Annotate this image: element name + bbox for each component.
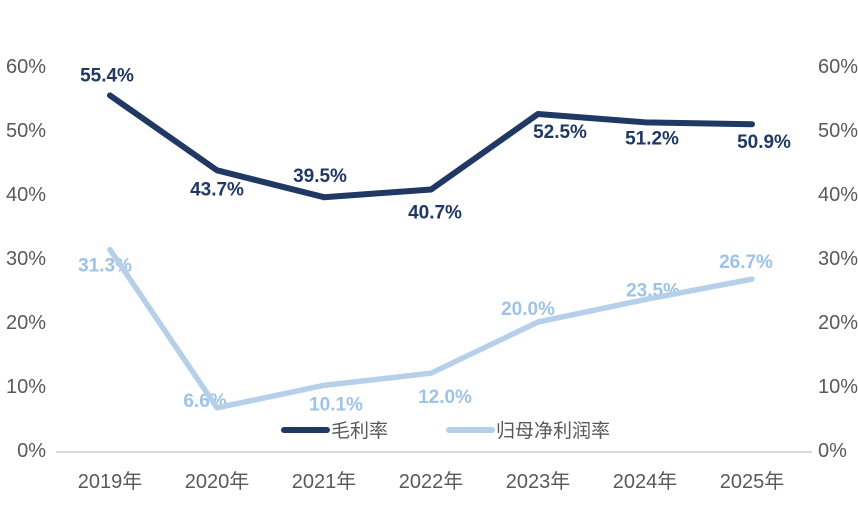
y-axis-right-tick-label: 40% [818,184,858,206]
legend-label-net-margin: 归母净利润率 [496,420,610,442]
net-margin-data-labels: 31.3%6.6% 10.1% 12.0%20.0%23.5%26.7% [78,252,773,415]
net-margin-value-label: 20.0% [501,299,555,320]
x-axis-category-label: 2019年 [78,470,143,493]
y-axis-right-tick-label: 30% [818,248,858,270]
y-axis-right-tick-label: 60% [818,56,858,78]
y-axis-left: 0% 10% 20% 30% 40% 50% 60% [6,56,46,462]
y-axis-right-tick-label: 0% [818,440,847,462]
y-axis-left-tick-label: 10% [6,376,46,398]
gross-margin-value-label: 52.5% [533,122,587,143]
x-axis-labels: 2019年 2020年 2021年 2022年 2023年 2024年 2025年 [78,470,785,493]
x-axis-category-label: 2022年 [399,470,464,493]
gross-margin-data-labels: 55.4% 43.7% 39.5% 40.7% 52.5% 51.2% 50.9% [80,65,791,223]
y-axis-right-tick-label: 50% [818,120,858,142]
net-margin-value-label: 10.1% [309,394,363,415]
gross-margin-value-label: 55.4% [80,65,134,86]
y-axis-right: 0% 10% 20% 30% 40% 50% 60% [818,56,858,462]
gross-margin-value-label: 39.5% [293,166,347,187]
gross-margin-value-label: 50.9% [737,132,791,153]
y-axis-left-tick-label: 30% [6,248,46,270]
gross-margin-value-label: 40.7% [408,203,462,224]
y-axis-right-tick-label: 10% [818,376,858,398]
net-margin-value-label: 12.0% [418,387,472,408]
gross-margin-value-label: 43.7% [190,179,244,200]
x-axis-category-label: 2024年 [613,470,678,493]
y-axis-right-tick-label: 20% [818,312,858,334]
x-axis-category-label: 2025年 [720,470,785,493]
x-axis-category-label: 2020年 [185,470,250,493]
series-lines [107,92,755,411]
gross-margin-line [107,92,755,201]
net-margin-line [107,246,755,411]
legend-label-gross-margin: 毛利率 [331,420,388,442]
y-axis-left-tick-label: 20% [6,312,46,334]
y-axis-left-tick-label: 40% [6,184,46,206]
y-axis-left-tick-label: 60% [6,56,46,78]
x-axis-category-label: 2023年 [506,470,571,493]
legend: 毛利率 归母净利润率 [281,420,610,442]
x-axis-category-label: 2021年 [292,470,357,493]
net-margin-value-label: 26.7% [719,252,773,273]
y-axis-left-tick-label: 50% [6,120,46,142]
gross-margin-value-label: 51.2% [625,128,679,149]
y-axis-left-tick-label: 0% [17,440,46,462]
